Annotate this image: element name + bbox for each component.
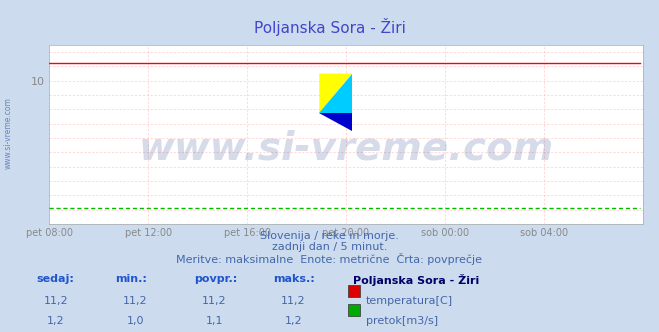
Text: 11,2: 11,2 (43, 296, 69, 306)
Text: povpr.:: povpr.: (194, 274, 238, 284)
Polygon shape (320, 73, 352, 113)
Text: www.si-vreme.com: www.si-vreme.com (138, 130, 554, 168)
Polygon shape (320, 73, 352, 113)
Text: 1,2: 1,2 (285, 316, 302, 326)
Text: Poljanska Sora - Žiri: Poljanska Sora - Žiri (254, 18, 405, 36)
Text: pretok[m3/s]: pretok[m3/s] (366, 316, 438, 326)
Text: maks.:: maks.: (273, 274, 315, 284)
Text: www.si-vreme.com: www.si-vreme.com (3, 97, 13, 169)
Text: min.:: min.: (115, 274, 147, 284)
Text: 1,0: 1,0 (127, 316, 144, 326)
Text: Meritve: maksimalne  Enote: metrične  Črta: povprečje: Meritve: maksimalne Enote: metrične Črta… (177, 253, 482, 265)
Text: 1,1: 1,1 (206, 316, 223, 326)
Text: temperatura[C]: temperatura[C] (366, 296, 453, 306)
Polygon shape (320, 113, 352, 131)
Text: 11,2: 11,2 (123, 296, 148, 306)
Text: Poljanska Sora - Žiri: Poljanska Sora - Žiri (353, 274, 479, 286)
Text: 1,2: 1,2 (47, 316, 65, 326)
Text: Slovenija / reke in morje.: Slovenija / reke in morje. (260, 231, 399, 241)
Text: zadnji dan / 5 minut.: zadnji dan / 5 minut. (272, 242, 387, 252)
Text: sedaj:: sedaj: (36, 274, 74, 284)
Text: 11,2: 11,2 (281, 296, 306, 306)
Text: 11,2: 11,2 (202, 296, 227, 306)
